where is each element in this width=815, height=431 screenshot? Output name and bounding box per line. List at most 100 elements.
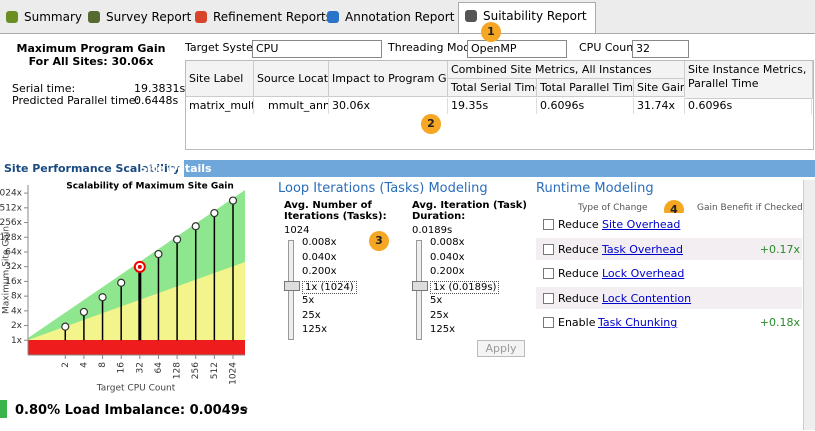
slider-option[interactable]: 25x [430, 310, 449, 321]
dropdown[interactable]: CPU [252, 40, 382, 58]
y-tick-label: 16x [5, 277, 22, 287]
slider-thumb[interactable] [412, 281, 428, 291]
tab[interactable]: Summary [0, 4, 90, 30]
column-header: Site Instance Metrics, Parallel Time [685, 61, 813, 99]
y-tick-label: 512x [0, 203, 23, 213]
x-tick-label: 4 [79, 362, 89, 368]
tab-icon [465, 10, 477, 22]
tab[interactable]: Refinement Reports [189, 4, 340, 30]
table-cell[interactable]: 19.35s [448, 98, 537, 114]
slider-option[interactable]: 0.200x [302, 266, 337, 277]
gain-benefit: +0.18x [760, 316, 800, 329]
slider-option[interactable]: 0.040x [430, 252, 465, 263]
tab[interactable]: Suitability Report [458, 2, 596, 33]
tab-icon [88, 11, 100, 23]
table-cell[interactable]: 30.06x [329, 98, 448, 114]
slider-option[interactable]: 0.008x [430, 237, 465, 248]
section-title: Runtime Modeling [536, 181, 654, 196]
y-tick-label: 128x [0, 233, 23, 243]
y-tick-label: 256x [0, 218, 23, 228]
change-link[interactable]: Site Overhead [602, 218, 680, 231]
x-tick-label: 1024 [229, 362, 239, 385]
tab-bar: SummarySurvey ReportRefinement ReportsAn… [0, 0, 815, 34]
checkbox[interactable] [543, 293, 554, 304]
gain-point[interactable] [99, 294, 106, 301]
gain-point[interactable] [192, 223, 199, 230]
slider-option[interactable]: 5x [430, 295, 442, 306]
y-tick-label: 4x [11, 306, 23, 316]
field-value: 1024 [284, 225, 309, 236]
status-bar [0, 400, 7, 418]
slider-option[interactable]: 25x [302, 310, 321, 321]
change-action: Reduce [558, 267, 599, 280]
table-cell[interactable]: matrix_multi... [186, 98, 254, 114]
slider-option[interactable]: 0.008x [302, 237, 337, 248]
column-header: Site Gain [634, 79, 685, 97]
y-tick-label: 64x [5, 247, 22, 257]
checkbox[interactable] [543, 268, 554, 279]
tab[interactable]: Annotation Report [321, 4, 462, 30]
field-label: Avg. Iteration (Task) Duration: [412, 200, 530, 222]
column-header: Impact to Program Gain [329, 61, 448, 97]
table-cell[interactable]: 31.74x [634, 98, 685, 114]
expand-icon[interactable]: ⌄ [240, 400, 250, 414]
change-action: Reduce [558, 218, 599, 231]
selected-ring [138, 265, 142, 269]
field-label: Avg. Number of Iterations (Tasks): [284, 200, 402, 222]
change-action: Enable [558, 316, 595, 329]
summary-value: 0.6448s [134, 94, 178, 107]
gain-point[interactable] [62, 323, 69, 330]
y-tick-label: 2x [11, 321, 23, 331]
dropdown[interactable]: 32 [632, 40, 689, 58]
column-header: Gain Benefit if Checked [697, 203, 803, 213]
column-header: Type of Change [578, 203, 648, 213]
gain-point[interactable] [118, 279, 125, 286]
column-header: Total Parallel Time [537, 79, 634, 97]
gain-point[interactable] [230, 197, 237, 204]
slider-option[interactable]: 125x [430, 324, 455, 335]
checkbox[interactable] [543, 219, 554, 230]
change-link[interactable]: Lock Contention [602, 292, 691, 305]
x-tick-label: 32 [135, 362, 145, 373]
slider-option[interactable]: 0.200x [430, 266, 465, 277]
y-tick-label: 1x [11, 336, 23, 346]
table-cell[interactable]: mmult_ann ... [254, 98, 329, 114]
y-tick-label: 8x [11, 292, 23, 302]
tab-icon [6, 11, 18, 23]
column-header: Source Location [254, 61, 329, 97]
change-action: Reduce [558, 292, 599, 305]
red-region [28, 340, 245, 355]
x-tick-label: 16 [117, 362, 127, 374]
x-tick-label: 64 [154, 362, 164, 374]
tab-icon [195, 11, 207, 23]
table-cell[interactable]: 0.6096s [537, 98, 634, 114]
x-tick-label: 2 [61, 362, 71, 368]
gain-point[interactable] [211, 210, 218, 217]
gain-point[interactable] [174, 236, 181, 243]
panel-tab[interactable]: Site Details [140, 160, 212, 177]
gain-point[interactable] [155, 251, 162, 258]
column-header: Site Label [186, 61, 254, 97]
slider-option[interactable]: 1x (0.0189s) [430, 281, 499, 294]
callout-marker: 2 [421, 114, 441, 134]
checkbox[interactable] [543, 317, 554, 328]
slider-option[interactable]: 5x [302, 295, 314, 306]
change-link[interactable]: Lock Overhead [602, 267, 684, 280]
gain-point[interactable] [80, 308, 87, 315]
change-link[interactable]: Task Overhead [602, 243, 683, 256]
checkbox[interactable] [543, 244, 554, 255]
apply-button[interactable]: Apply [477, 340, 525, 357]
slider-thumb[interactable] [284, 281, 300, 291]
callout-marker: 3 [369, 231, 389, 251]
group-header: Combined Site Metrics, All Instances [448, 61, 685, 79]
table-cell[interactable]: 0.6096s [685, 98, 812, 114]
slider-option[interactable]: 0.040x [302, 252, 337, 263]
section-title: Loop Iterations (Tasks) Modeling [278, 181, 488, 196]
slider-option[interactable]: 125x [302, 324, 327, 335]
dropdown[interactable]: OpenMP [467, 40, 567, 58]
change-link[interactable]: Task Chunking [598, 316, 677, 329]
slider-option[interactable]: 1x (1024) [302, 281, 357, 294]
change-action: Reduce [558, 243, 599, 256]
tab[interactable]: Survey Report [82, 4, 199, 30]
